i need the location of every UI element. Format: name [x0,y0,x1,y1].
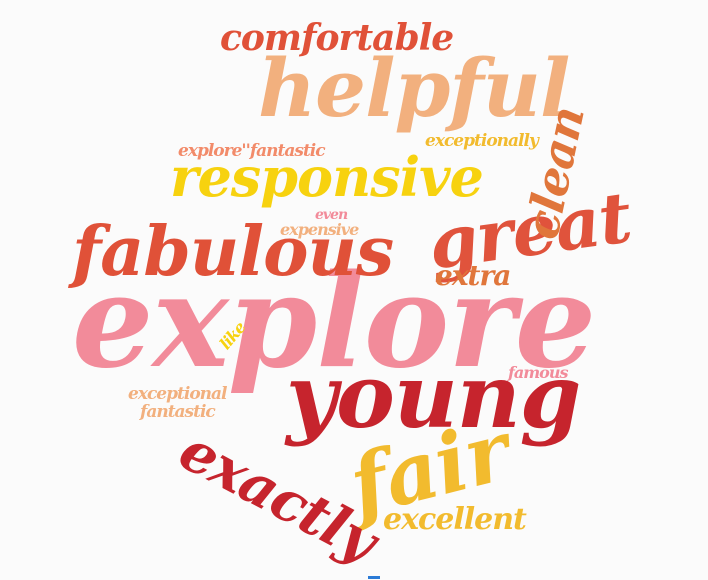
word-comfortable: comfortable [220,17,454,59]
word-young: young [286,344,581,448]
word-exceptionally: exceptionally [425,131,539,151]
word-fabulous: fabulous [72,212,394,292]
word-extra: extra [435,259,511,292]
word-explore: explore [72,247,596,397]
word-responsive: responsive [170,145,484,209]
word-excellent: excellent [383,502,527,537]
word-fantastic: fantastic [140,402,216,422]
word-helpful: helpful [258,41,570,135]
word-expensive: expensive [280,220,359,239]
word-even: even [315,207,348,223]
bottom-marker [368,576,380,579]
word-explore-fantastic: explore''fantastic [178,141,326,161]
word-exceptional: exceptional [128,384,227,404]
word-famous: famous [508,363,568,382]
